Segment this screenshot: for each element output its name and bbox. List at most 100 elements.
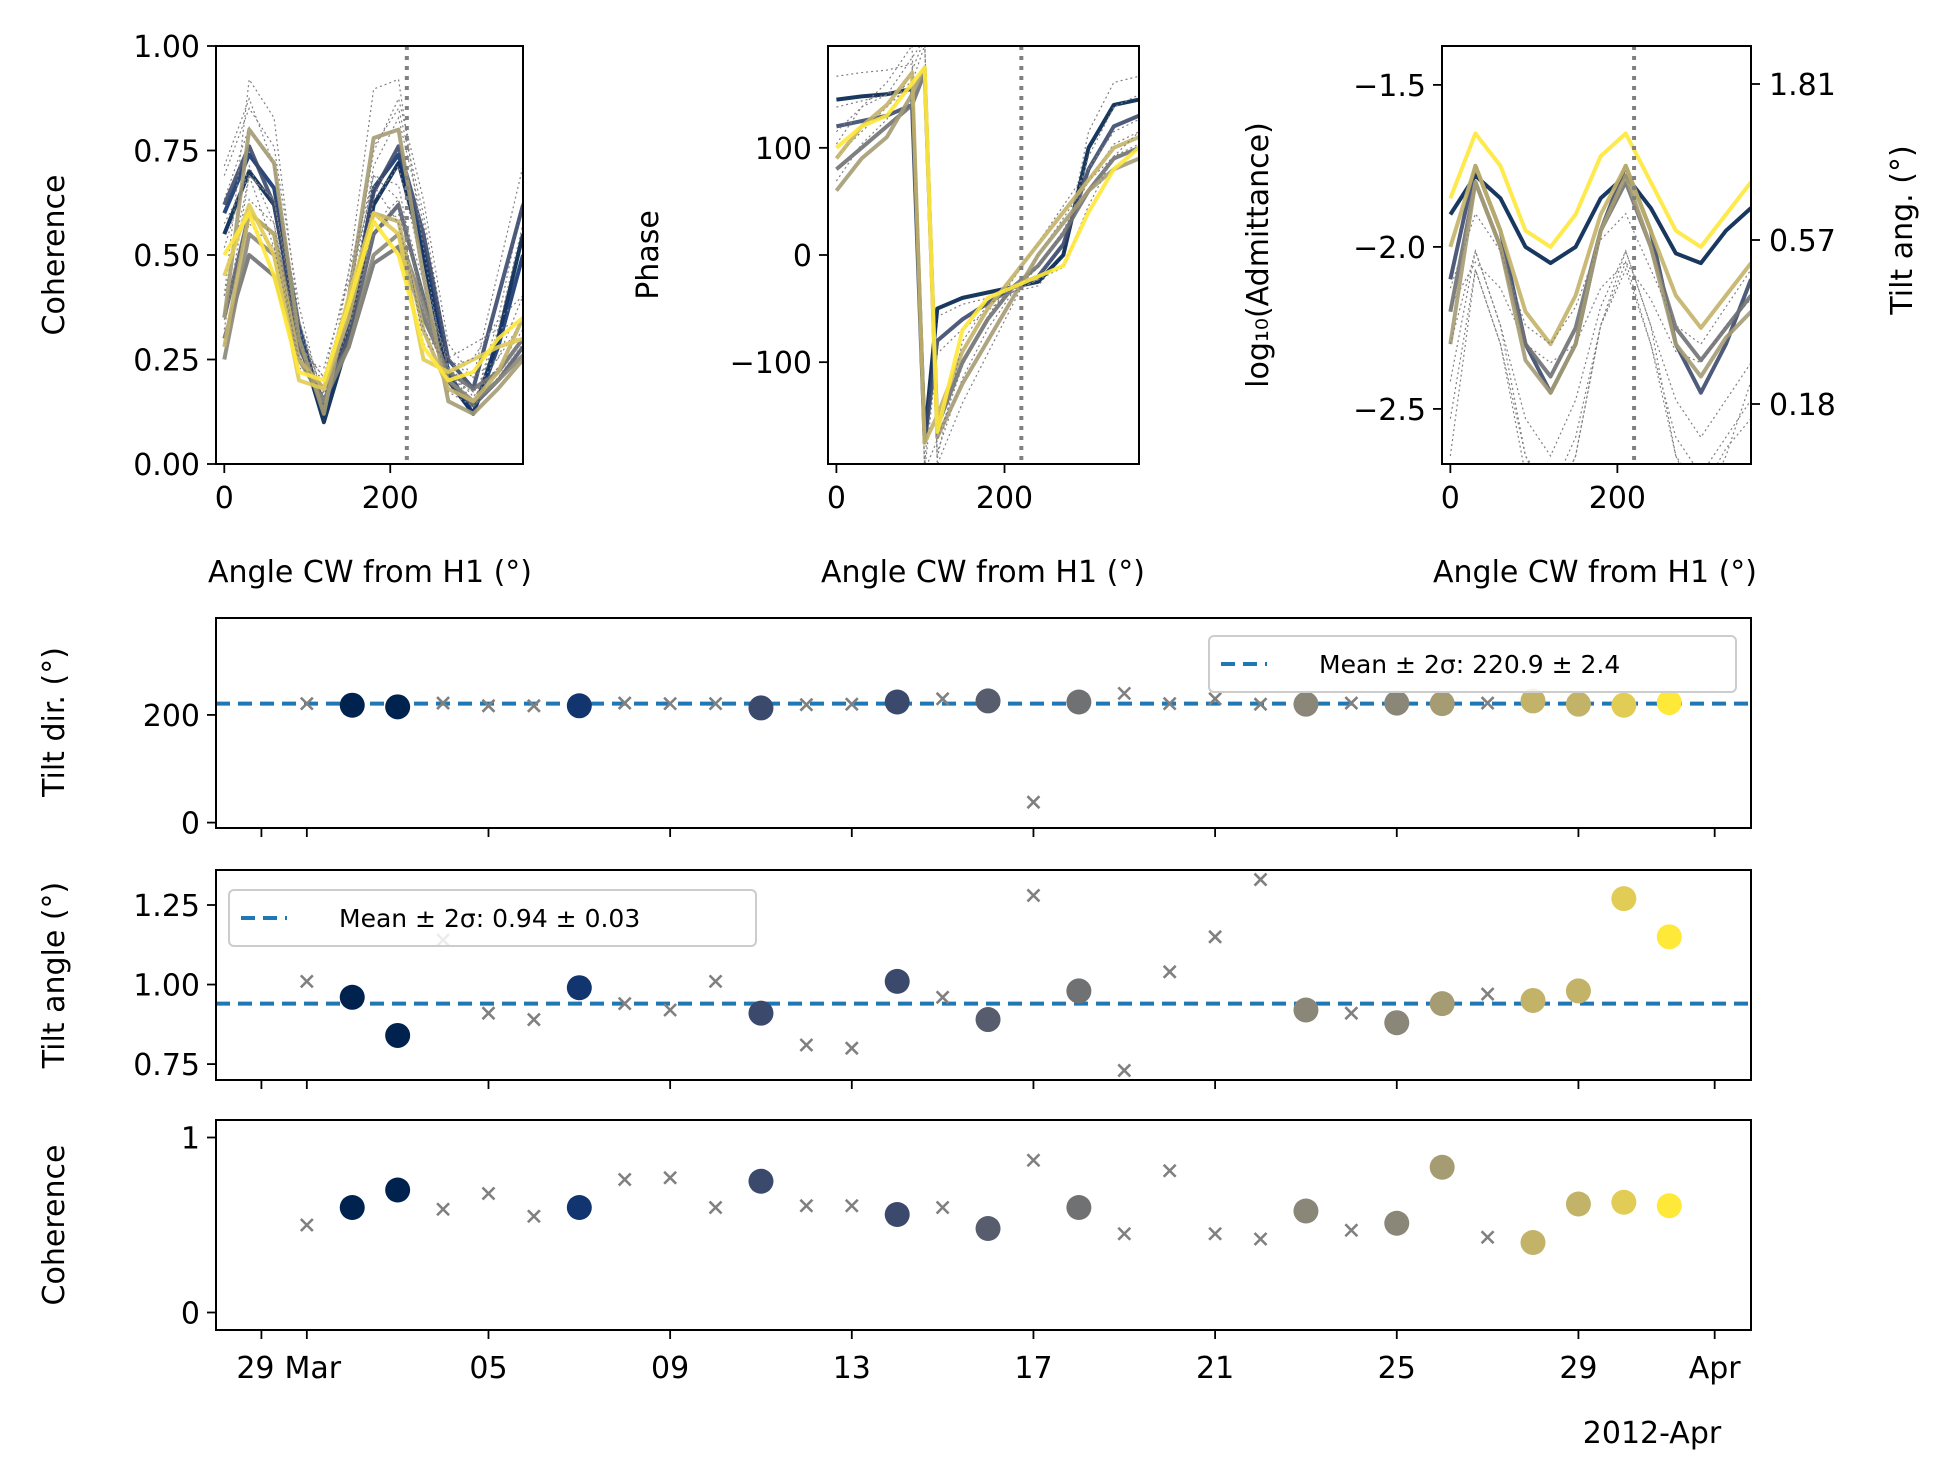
tilt-angle-rejected-marker	[1208, 929, 1223, 944]
coherence-timeseries-rejected-marker	[1344, 1223, 1359, 1238]
coherence-timeseries-rejected-marker	[617, 1172, 632, 1187]
tilt-angle-legend-box	[228, 889, 757, 947]
tilt-angle-rejected-marker	[617, 996, 632, 1011]
tilt-direction-rejected-marker	[1208, 691, 1223, 706]
tilt-angle-point	[1066, 978, 1092, 1004]
tilt-angle-rejected-marker	[1253, 872, 1268, 887]
tilt-direction-rejected-marker	[1026, 795, 1041, 810]
admittance-angle-ytick-label: −1.5	[1353, 69, 1426, 104]
phase-angle-xtick-label: 200	[976, 481, 1033, 516]
tilt-angle-point	[339, 984, 365, 1010]
phase-angle-envelope-line	[836, 81, 1139, 464]
tilt-angle-frame	[215, 869, 1752, 1081]
tilt-direction-rejected-marker	[935, 691, 950, 706]
coherence-timeseries-xtick-label: 21	[1196, 1351, 1234, 1386]
tilt-angle-point	[748, 1000, 774, 1026]
tilt-angle-rejected-marker	[1162, 964, 1177, 979]
coherence-timeseries-point	[748, 1168, 774, 1194]
date-axis-sublabel: 2012-Apr	[1583, 1416, 1722, 1451]
coherence-timeseries-ylabel: Coherence	[37, 1145, 72, 1306]
phase-angle-ytick-label: 0	[793, 239, 812, 274]
tilt-direction-ytick-label: 200	[143, 699, 200, 734]
tilt-direction-plot-area	[216, 686, 1751, 810]
tilt-angle-point	[1429, 991, 1455, 1017]
tilt-direction-point	[1293, 691, 1319, 717]
phase-angle-plot-area	[834, 46, 1139, 464]
tilt-direction-point	[566, 693, 592, 719]
admittance-angle-ytick-label: −2.5	[1353, 393, 1426, 428]
tilt-direction-rejected-marker	[799, 697, 814, 712]
tilt-direction-rejected-marker	[1117, 686, 1132, 701]
tilt-direction-legend-text: Mean ± 2σ: 220.9 ± 2.4	[1319, 650, 1620, 679]
coherence-timeseries-rejected-marker	[1117, 1226, 1132, 1241]
tilt-angle-rejected-marker	[481, 1006, 496, 1021]
tilt-angle-rejected-marker	[1480, 987, 1495, 1002]
coherence-timeseries-xtick-label: 29	[1559, 1351, 1597, 1386]
coherence-timeseries-rejected-marker	[844, 1198, 859, 1213]
coherence-angle-envelope-line	[223, 96, 523, 399]
admittance-right-ytick-label: 0.18	[1769, 388, 1836, 423]
phase-angle-series-line	[835, 70, 1139, 429]
tilt-angle-point	[1293, 997, 1319, 1023]
tilt-direction-rejected-marker	[1480, 696, 1495, 710]
coherence-timeseries-rejected-marker	[1026, 1153, 1041, 1168]
tilt-direction-rejected-marker	[481, 698, 496, 713]
coherence-timeseries-point	[1611, 1189, 1637, 1215]
phase-angle-ytick-label: −100	[730, 346, 812, 381]
tilt-direction-rejected-marker	[1344, 696, 1359, 710]
tilt-direction-ytick-label: 0	[181, 807, 200, 842]
coherence-timeseries-rejected-marker	[708, 1200, 723, 1215]
coherence-timeseries-xtick-label: 09	[651, 1351, 689, 1386]
coherence-timeseries-point	[1293, 1198, 1319, 1224]
tilt-direction-legend-box	[1208, 635, 1737, 693]
tilt-angle-point	[566, 975, 592, 1001]
coherence-angle-plot-area	[222, 46, 523, 464]
coherence-angle-xtick-label: 0	[215, 481, 234, 516]
admittance-angle-xlabel: Angle CW from H1 (°)	[1433, 555, 1757, 590]
admittance-angle-ylabel: log₁₀(Admittance)	[1241, 122, 1276, 388]
admittance-angle-series-line	[1448, 163, 1751, 347]
coherence-timeseries-xtick-label: 05	[469, 1351, 507, 1386]
admittance-angle-series-line	[1448, 131, 1751, 249]
admittance-angle-frame	[1441, 45, 1752, 465]
tilt-direction-rejected-marker	[1253, 697, 1268, 712]
coherence-angle-envelope-line	[223, 164, 523, 398]
tilt-angle-legend-text: Mean ± 2σ: 0.94 ± 0.03	[339, 904, 640, 933]
tilt-angle-rejected-marker	[1344, 1006, 1359, 1021]
tilt-angle-rejected-marker	[299, 974, 314, 989]
coherence-angle-ytick-label: 0.75	[133, 135, 200, 170]
coherence-timeseries-ytick-label: 1	[181, 1122, 200, 1157]
tilt-direction-rejected-marker	[436, 696, 450, 710]
tilt-direction-rejected-marker	[526, 698, 541, 713]
coherence-timeseries-rejected-marker	[1208, 1226, 1223, 1241]
tilt-direction-point	[1520, 688, 1546, 714]
tilt-direction-point	[1611, 692, 1637, 718]
coherence-timeseries-rejected-marker	[436, 1202, 450, 1217]
coherence-timeseries-rejected-marker	[663, 1170, 678, 1185]
tilt-direction-rejected-marker	[617, 696, 632, 710]
admittance-angle-ytick-label: −2.0	[1353, 231, 1426, 266]
tilt-angle-point	[1656, 924, 1682, 950]
coherence-angle-ylabel: Coherence	[37, 175, 72, 336]
coherence-angle-ytick-label: 0.00	[133, 448, 200, 483]
tilt-angle-ytick-label: 1.00	[133, 969, 200, 1004]
admittance-right-ytick-label: 1.81	[1769, 68, 1836, 103]
coherence-angle-ytick-label: 0.50	[133, 239, 200, 274]
tilt-angle-right-ylabel: Tilt ang. (°)	[1885, 145, 1920, 315]
coherence-angle-xtick-label: 200	[362, 481, 419, 516]
phase-angle-envelope-line	[835, 46, 1139, 453]
tilt-angle-rejected-marker	[708, 974, 723, 989]
tilt-angle-plot-area	[216, 872, 1751, 1078]
tilt-direction-point	[1656, 690, 1682, 716]
coherence-timeseries-point	[566, 1195, 592, 1220]
tilt-angle-ytick-label: 0.75	[133, 1048, 200, 1083]
admittance-angle-plot-area	[1448, 46, 1751, 464]
phase-angle-envelope-line	[835, 46, 1139, 459]
admittance-angle-envelope-line	[1449, 248, 1751, 458]
tilt-direction-point	[1429, 691, 1455, 717]
coherence-timeseries-xtick-label: 17	[1014, 1351, 1052, 1386]
tilt-direction-point	[1066, 689, 1092, 715]
phase-angle-series-line	[834, 65, 1139, 440]
tilt-direction-rejected-marker	[1162, 696, 1177, 711]
